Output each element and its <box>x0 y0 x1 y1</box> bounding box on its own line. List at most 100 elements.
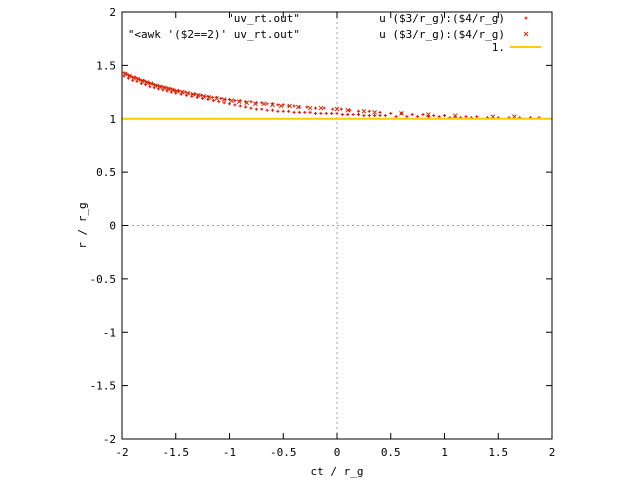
cross-b <box>318 105 324 111</box>
y-axis-label: r / r_g <box>76 202 89 248</box>
cross-b <box>144 80 150 85</box>
data-point-plus <box>394 115 398 119</box>
data-point-cross <box>144 80 150 85</box>
data-point-plus <box>475 115 479 119</box>
data-point-cross <box>221 97 227 102</box>
data-point-plus <box>378 114 382 118</box>
data-point-plus <box>351 112 355 116</box>
data-point-cross <box>426 112 431 117</box>
data-point-cross <box>127 73 132 79</box>
data-point-cross <box>131 75 137 81</box>
x-tick-labels: -2 -1.5 -1 -0.5 0 0.5 1 1.5 2 <box>115 446 555 459</box>
data-point-cross <box>174 88 180 94</box>
legend-entry-using: u ($3/r_g):($4/r_g) <box>379 28 505 41</box>
data-point-cross <box>270 102 275 108</box>
y-tick-label: 1.5 <box>96 59 116 72</box>
data-point-plus <box>222 101 226 105</box>
data-point-cross <box>295 104 301 110</box>
data-point-cross <box>161 85 167 91</box>
data-point-plus <box>322 106 326 110</box>
data-point-plus <box>287 109 291 113</box>
y-tick-label: 2 <box>109 6 116 19</box>
data-point-cross <box>452 113 458 118</box>
data-point-plus <box>249 100 253 104</box>
data-point-cross <box>318 105 324 111</box>
data-point-plus <box>426 115 430 119</box>
data-point-plus <box>389 111 393 115</box>
data-point-cross <box>152 83 158 89</box>
data-point-plus <box>238 104 242 108</box>
x-tick-label: 0 <box>334 446 341 459</box>
cross-b <box>201 93 207 99</box>
cross-b <box>361 108 367 114</box>
data-point-plus <box>305 105 309 109</box>
data-point-plus <box>308 110 312 114</box>
data-point-cross <box>244 100 250 106</box>
data-point-plus <box>319 111 323 115</box>
x-tick-label: 0.5 <box>381 446 401 459</box>
data-point-cross <box>179 89 185 95</box>
y-tick-label: 0 <box>109 220 116 233</box>
y-tick-label: -1.5 <box>90 380 117 393</box>
data-point-plus <box>276 109 280 113</box>
data-point-plus <box>335 111 339 115</box>
data-point-plus <box>297 110 301 114</box>
cross-b <box>179 89 185 95</box>
x-tick-label: -1 <box>223 446 236 459</box>
y-tick-label: 0.5 <box>96 166 116 179</box>
data-point-cross <box>307 105 313 111</box>
data-point-plus <box>292 104 296 108</box>
series-uv-rt-out <box>122 71 541 120</box>
cross-b <box>170 87 175 93</box>
data-point-plus <box>314 106 317 110</box>
data-point-plus <box>244 105 248 109</box>
data-point-plus <box>324 111 328 115</box>
data-point-plus <box>219 96 223 100</box>
cross-b <box>140 79 145 84</box>
data-point-cross <box>278 103 284 109</box>
data-point-cross <box>190 91 196 97</box>
data-point-plus <box>292 110 296 114</box>
data-point-cross <box>229 98 235 103</box>
data-point-cross <box>195 92 201 98</box>
legend-sample-cross <box>523 31 529 37</box>
legend-entry-name: 1. <box>492 41 505 54</box>
data-point-plus <box>193 92 197 96</box>
data-point-cross <box>252 101 258 107</box>
data-point-plus <box>276 103 280 107</box>
cross-b <box>206 95 212 100</box>
data-point-plus <box>373 114 377 118</box>
x-tick-label: 1.5 <box>488 446 508 459</box>
y-tick-label: -2 <box>103 433 116 446</box>
cross-b <box>135 76 141 82</box>
data-point-cross <box>361 108 367 114</box>
x-axis-label: ct / r_g <box>311 465 364 478</box>
cross-b <box>127 73 132 79</box>
cross-b <box>161 85 167 91</box>
data-point-cross <box>122 71 128 77</box>
data-point-plus <box>410 112 414 116</box>
data-point-plus <box>443 114 446 118</box>
zero-axes <box>122 12 552 439</box>
data-point-cross <box>334 106 340 112</box>
data-point-cross <box>261 101 267 107</box>
cross-b <box>152 83 158 89</box>
data-point-cross <box>236 99 242 105</box>
cross-b <box>236 99 242 105</box>
cross-b <box>270 102 275 108</box>
cross-b <box>229 98 235 103</box>
cross-b <box>372 109 377 115</box>
data-point-cross <box>201 93 207 99</box>
data-point-cross <box>165 86 171 92</box>
x-tick-label: 1 <box>441 446 448 459</box>
data-point-plus <box>464 115 468 119</box>
data-point-cross <box>214 96 219 101</box>
data-point-plus <box>233 99 237 103</box>
plot-frame <box>121 11 553 440</box>
data-point-plus <box>177 89 181 93</box>
data-point-cross <box>345 107 351 113</box>
cross-b <box>261 101 267 107</box>
cross-b <box>334 106 340 112</box>
x-tick-label: 2 <box>549 446 556 459</box>
